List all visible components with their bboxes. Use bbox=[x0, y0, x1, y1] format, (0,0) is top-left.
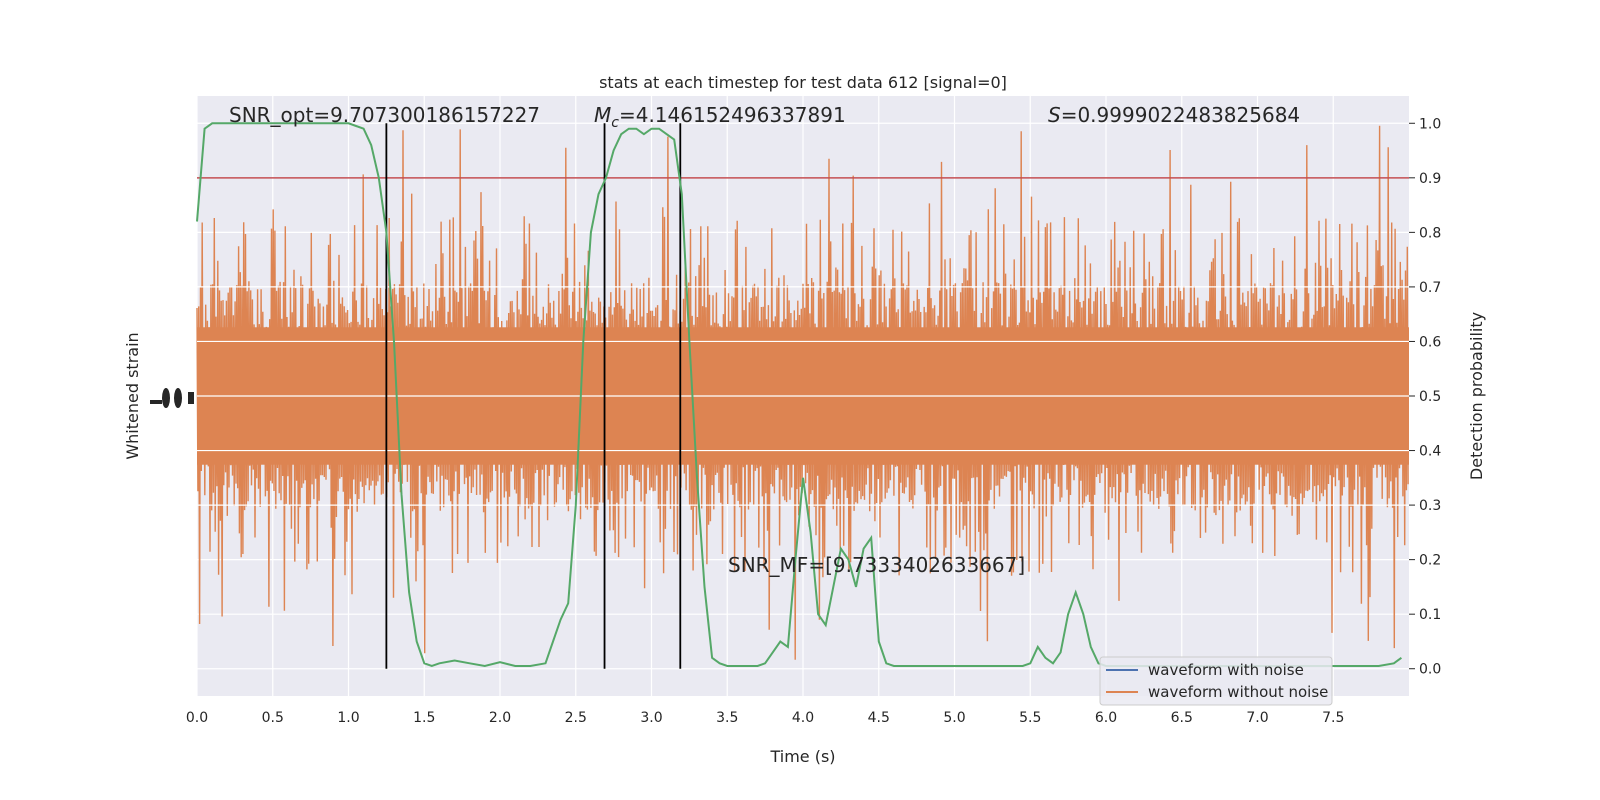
s-symbol: S bbox=[1048, 103, 1061, 127]
x-tick-label: 5.0 bbox=[943, 710, 965, 726]
y-tick-label: 0.6 bbox=[1419, 334, 1441, 350]
x-tick-label: 4.0 bbox=[792, 710, 814, 726]
s-value: =0.9999022483825684 bbox=[1061, 103, 1300, 127]
x-tick-label: 7.5 bbox=[1322, 710, 1344, 726]
y-axis-right-ticks: 0.0 0.1 0.2 0.3 0.4 0.5 0.6 0.7 0.8 0.9 1.0 bbox=[1409, 116, 1441, 678]
x-tick-label: 2.5 bbox=[565, 710, 587, 726]
legend-box bbox=[1099, 656, 1333, 706]
y-axis-left-label: Whitened strain bbox=[123, 332, 142, 459]
x-tick-label: 7.0 bbox=[1246, 710, 1268, 726]
y-tick-label: 0.2 bbox=[1419, 553, 1441, 569]
legend-label-waveform-without-noise: waveform without noise bbox=[1148, 683, 1328, 701]
y-tick-label: 0.3 bbox=[1419, 498, 1441, 514]
vertical-markers bbox=[385, 123, 682, 669]
annotation-snr-mf: SNR_MF=[9.7333402633667] bbox=[728, 553, 1025, 577]
x-axis-ticks: 0.0 0.5 1.0 1.5 2.0 2.5 3.0 3.5 4.0 4.5 5.0 5.5 6.0 6… bbox=[186, 710, 1345, 726]
annotation-snr-opt: SNR_opt=9.707300186157227 bbox=[229, 103, 540, 127]
legend-label-waveform-with-noise: waveform with noise bbox=[1148, 661, 1304, 679]
detection-probability-line bbox=[196, 122, 1402, 668]
chart-title: stats at each timestep for test data 612… bbox=[599, 73, 1007, 92]
series-detection-probability bbox=[196, 122, 1402, 668]
y-tick-label: 0.8 bbox=[1419, 225, 1441, 241]
y-tick-label: 0.1 bbox=[1419, 607, 1441, 623]
x-tick-label: 5.5 bbox=[1019, 710, 1041, 726]
x-tick-label: 0.5 bbox=[262, 710, 284, 726]
left-axis-overlapping-ticks bbox=[150, 388, 194, 408]
x-tick-label: 2.0 bbox=[489, 710, 511, 726]
y-tick-label: 0.9 bbox=[1419, 171, 1441, 187]
chirp-mass-symbol: M bbox=[594, 103, 611, 127]
y-tick-label: 0.4 bbox=[1419, 444, 1441, 460]
series-waveform-without-noise bbox=[196, 125, 1409, 660]
y-axis-right-label: Detection probability bbox=[1467, 312, 1486, 480]
x-tick-label: 1.5 bbox=[413, 710, 435, 726]
x-tick-label: 1.0 bbox=[337, 710, 359, 726]
x-tick-label: 0.0 bbox=[186, 710, 208, 726]
y-tick-label: 0.0 bbox=[1419, 662, 1441, 678]
x-tick-label: 3.5 bbox=[716, 710, 738, 726]
y-tick-label: 0.7 bbox=[1419, 280, 1441, 296]
x-axis-label: Time (s) bbox=[769, 747, 835, 766]
annotation-chirp-mass: Mc=4.146152496337891 bbox=[594, 103, 846, 131]
annotation-s-value: S=0.9999022483825684 bbox=[1048, 103, 1300, 127]
x-tick-label: 6.0 bbox=[1095, 710, 1117, 726]
x-tick-label: 6.5 bbox=[1171, 710, 1193, 726]
chirp-mass-value: =4.146152496337891 bbox=[619, 103, 846, 127]
legend: waveform with noise waveform without noi… bbox=[1099, 656, 1333, 706]
y-tick-label: 0.5 bbox=[1419, 389, 1441, 405]
x-tick-label: 3.0 bbox=[640, 710, 662, 726]
y-tick-label: 1.0 bbox=[1419, 116, 1441, 132]
chirp-mass-subscript: c bbox=[611, 115, 619, 131]
x-tick-label: 4.5 bbox=[868, 710, 890, 726]
